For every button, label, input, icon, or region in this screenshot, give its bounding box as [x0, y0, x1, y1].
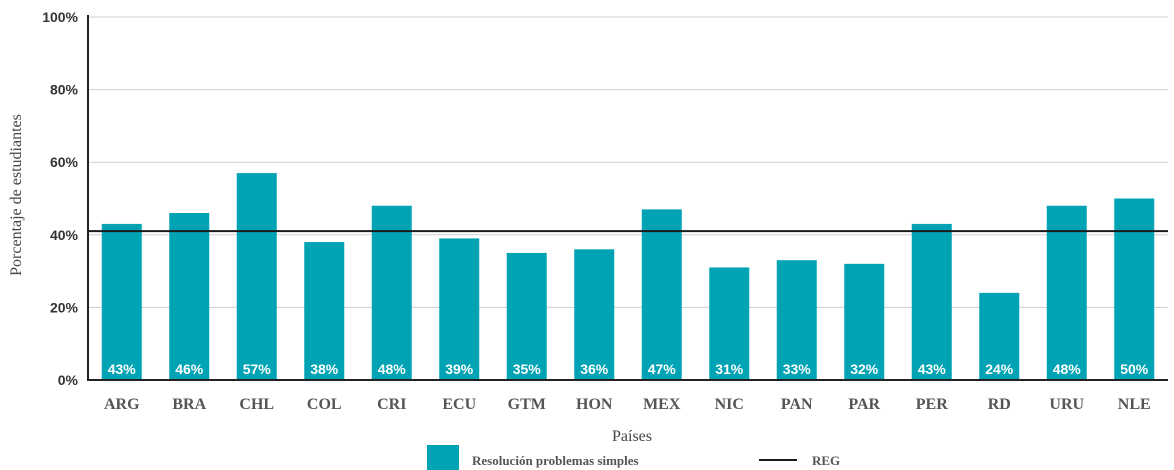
bar-value-label: 31%: [715, 361, 744, 377]
y-tick-label: 100%: [42, 9, 78, 25]
legend-label-reference: REG: [812, 453, 840, 468]
y-tick-label: 0%: [58, 372, 79, 388]
y-tick-label: 60%: [50, 154, 79, 170]
bar: [371, 205, 412, 380]
bar-value-label: 24%: [985, 361, 1014, 377]
bar-value-label: 32%: [850, 361, 879, 377]
x-axis-labels: ARG BRA CHL COL CRI ECU GTM HON MEX NIC PAN PAR PER R…: [104, 396, 1151, 413]
legend-label-bar: Resolución problemas simples: [472, 453, 639, 468]
y-tick-label: 80%: [50, 82, 79, 98]
bar-value-label: 57%: [243, 361, 272, 377]
bar: [169, 213, 210, 380]
bar: [911, 223, 952, 380]
bar-value-label: 35%: [513, 361, 542, 377]
bar: [574, 249, 615, 380]
bar: [1046, 205, 1087, 380]
bar-value-label: 33%: [783, 361, 812, 377]
bar: [1114, 198, 1155, 380]
x-tick-label: PAR: [848, 396, 880, 413]
bar: [439, 238, 480, 380]
y-tick-label: 40%: [50, 227, 79, 243]
axes: [87, 15, 1168, 381]
y-axis-ticks: 0% 20% 40% 60% 80% 100%: [42, 9, 78, 388]
bar-value-label: 38%: [310, 361, 339, 377]
y-tick-label: 20%: [50, 299, 79, 315]
bar: [844, 263, 885, 380]
bar-value-label: 43%: [108, 361, 137, 377]
bar-value-label: 48%: [1053, 361, 1082, 377]
bar-value-label: 39%: [445, 361, 474, 377]
bar-value-label: 43%: [918, 361, 947, 377]
x-tick-label: COL: [307, 396, 342, 413]
x-tick-label: CRI: [377, 396, 406, 413]
bar: [304, 242, 345, 380]
bar: [641, 209, 682, 380]
bar: [709, 267, 750, 380]
x-tick-label: RD: [988, 396, 1011, 413]
x-tick-label: ECU: [442, 396, 476, 413]
bar-value-label: 36%: [580, 361, 609, 377]
bar: [776, 260, 817, 380]
bar-value-label: 48%: [378, 361, 407, 377]
x-tick-label: MEX: [643, 396, 681, 413]
bar: [979, 292, 1020, 380]
x-axis-title: Países: [612, 428, 652, 445]
legend: Resolución problemas simples REG: [427, 445, 840, 470]
bar-value-label: 47%: [648, 361, 677, 377]
bar-value-label: 46%: [175, 361, 204, 377]
y-axis-title: Porcentaje de estudiantes: [8, 114, 25, 276]
x-tick-label: BRA: [172, 396, 206, 413]
x-tick-label: URU: [1049, 396, 1084, 413]
bar: [101, 223, 142, 380]
bar: [506, 252, 547, 380]
x-tick-label: NIC: [715, 396, 744, 413]
bar: [236, 173, 277, 380]
x-tick-label: PER: [916, 396, 948, 413]
x-tick-label: ARG: [104, 396, 140, 413]
x-tick-label: PAN: [781, 396, 813, 413]
x-tick-label: NLE: [1118, 396, 1151, 413]
legend-swatch-bar: [427, 445, 459, 470]
bars: 43% 46% 57% 38% 48% 39% 35% 36% 47% 31% 33% 32% 43% 2…: [101, 173, 1155, 380]
x-tick-label: HON: [576, 396, 613, 413]
bar-value-label: 50%: [1120, 361, 1149, 377]
x-tick-label: CHL: [239, 396, 274, 413]
x-tick-label: GTM: [508, 396, 546, 413]
